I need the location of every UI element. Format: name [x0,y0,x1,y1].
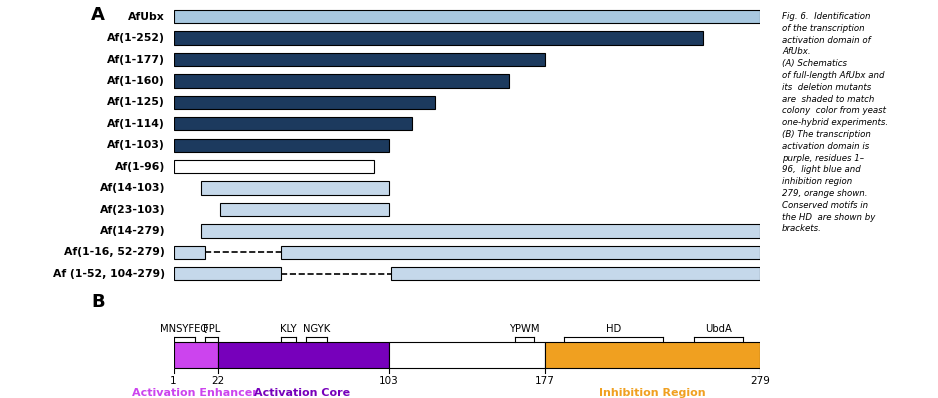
Bar [174,160,374,174]
Text: Af(14-279): Af(14-279) [99,226,165,236]
Bar [201,181,388,195]
Bar [174,139,388,152]
Bar [391,267,760,281]
Text: Af(23-103): Af(23-103) [99,205,165,215]
Text: A: A [91,6,105,24]
Bar [545,341,760,368]
Bar [174,96,435,109]
Text: AfUbx: AfUbx [129,12,165,21]
Text: KLY: KLY [280,324,296,334]
Text: B: B [91,293,105,310]
Text: Af(1-252): Af(1-252) [107,33,165,43]
Text: Af(1-160): Af(1-160) [107,76,165,86]
Text: Af (1-52, 104-279): Af (1-52, 104-279) [53,269,165,279]
Text: UbdA: UbdA [705,324,732,334]
Text: Inhibition Region: Inhibition Region [599,388,705,398]
Bar [174,53,545,66]
Bar [174,10,760,23]
Bar [174,117,412,131]
Text: 22: 22 [211,377,224,386]
Text: 177: 177 [535,377,554,386]
Bar [174,341,218,368]
Bar [281,246,760,259]
Text: YPWM: YPWM [509,324,540,334]
Bar [388,341,545,368]
Text: 1: 1 [170,377,177,386]
Text: Af(1-125): Af(1-125) [107,98,165,107]
Text: 103: 103 [379,377,399,386]
Text: Activation Enhancer: Activation Enhancer [131,388,258,398]
Bar [174,31,703,45]
Text: Af(14-103): Af(14-103) [99,183,165,193]
Text: Af(1-96): Af(1-96) [114,162,165,172]
Text: 279: 279 [749,377,770,386]
Text: Af(1-114): Af(1-114) [107,119,165,129]
Text: Activation Core: Activation Core [254,388,350,398]
Text: FPL: FPL [203,324,220,334]
Text: Af(1-177): Af(1-177) [107,55,165,64]
Bar [201,224,760,238]
Text: Af(1-103): Af(1-103) [107,140,165,150]
Text: Fig. 6.  Identification
of the transcription
activation domain of
AfUbx.
(A) Sch: Fig. 6. Identification of the transcript… [782,12,888,233]
Text: HD: HD [606,324,621,334]
Text: Af(1-16, 52-279): Af(1-16, 52-279) [65,248,165,258]
Text: NGYK: NGYK [303,324,330,334]
Bar [218,341,388,368]
Bar [219,203,388,216]
Text: MNSYFEQ: MNSYFEQ [160,324,208,334]
Bar [174,246,205,259]
Bar [174,267,281,281]
Bar [174,74,508,88]
